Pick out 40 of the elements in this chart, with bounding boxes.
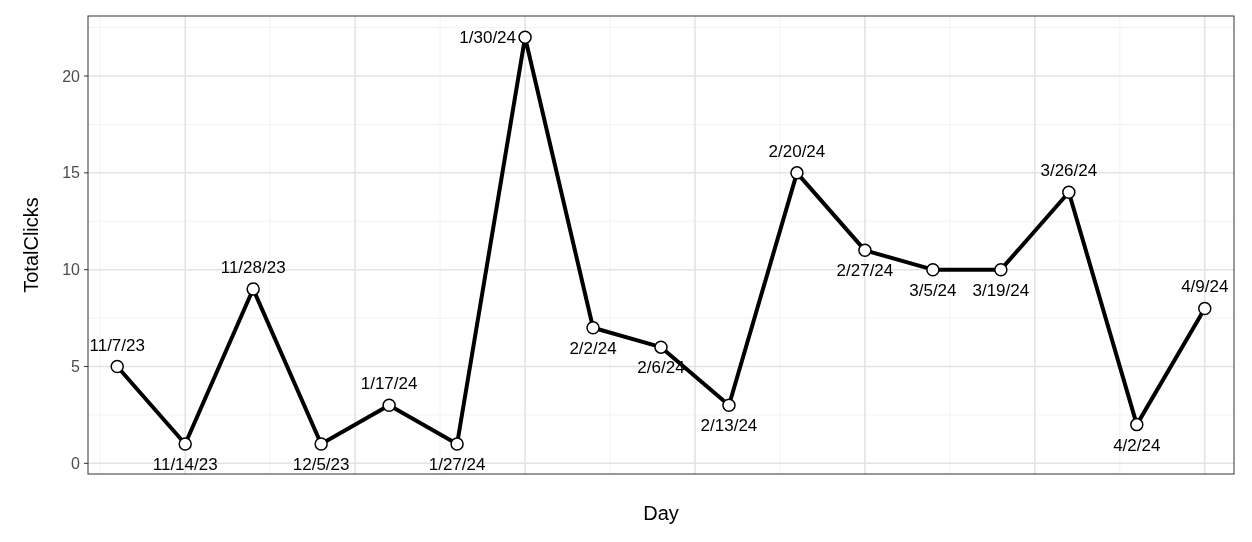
point bbox=[450, 437, 464, 451]
point bbox=[246, 282, 260, 296]
annotation: 1/27/24 bbox=[428, 454, 486, 474]
annotation: 11/14/23 bbox=[152, 454, 218, 474]
annotation: 2/27/24 bbox=[836, 261, 894, 281]
y-tick-label: 5 bbox=[71, 358, 81, 376]
point bbox=[178, 437, 192, 451]
point bbox=[314, 437, 328, 451]
y-axis-title: TotalClicks bbox=[20, 197, 42, 293]
point bbox=[654, 340, 668, 354]
point bbox=[790, 166, 804, 180]
x-axis-title: Day bbox=[643, 502, 679, 524]
y-tick-label: 20 bbox=[62, 67, 81, 85]
point bbox=[518, 30, 532, 45]
annotation: 4/2/24 bbox=[1113, 435, 1161, 455]
point bbox=[110, 359, 124, 374]
point bbox=[926, 262, 940, 277]
y-tick-label: 10 bbox=[62, 261, 81, 279]
point bbox=[1198, 301, 1212, 316]
annotation: 2/2/24 bbox=[569, 338, 617, 358]
annotation: 1/17/24 bbox=[360, 374, 418, 394]
annotation: 4/9/24 bbox=[1181, 277, 1229, 297]
annotation: 11/28/23 bbox=[220, 258, 286, 278]
point bbox=[994, 262, 1008, 277]
point bbox=[1130, 417, 1144, 432]
annotation: 3/19/24 bbox=[972, 280, 1030, 300]
point bbox=[382, 398, 396, 412]
annotation: 3/26/24 bbox=[1040, 161, 1098, 181]
point bbox=[722, 398, 736, 412]
point bbox=[858, 243, 872, 258]
point bbox=[586, 321, 600, 335]
annotation: 11/7/23 bbox=[89, 335, 145, 355]
y-tick-label: 15 bbox=[62, 164, 81, 182]
y-tick-label: 0 bbox=[71, 454, 81, 472]
annotation: 1/30/24 bbox=[459, 28, 517, 48]
point bbox=[1062, 185, 1076, 199]
annotation: 3/5/24 bbox=[909, 280, 957, 300]
annotation: 2/20/24 bbox=[768, 141, 826, 161]
annotation: 2/13/24 bbox=[700, 416, 758, 436]
annotation: 12/5/23 bbox=[292, 454, 350, 474]
